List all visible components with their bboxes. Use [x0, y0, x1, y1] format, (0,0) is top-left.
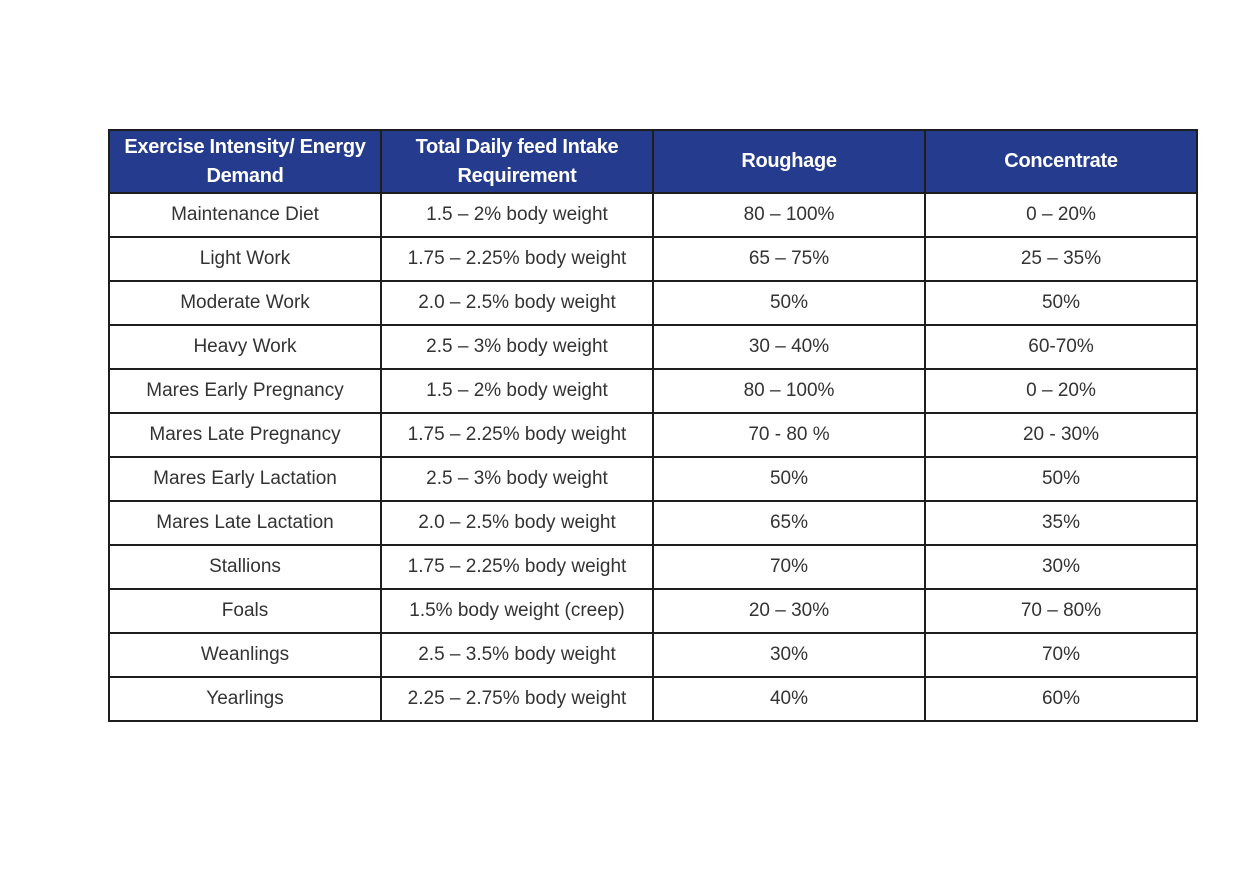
table-cell: Yearlings [108, 676, 382, 722]
header-cell: Exercise Intensity/ Energy Demand [108, 129, 382, 194]
table-cell: 2.5 – 3.5% body weight [380, 632, 654, 678]
table-cell: 20 - 30% [924, 412, 1198, 458]
table-cell: 50% [924, 280, 1198, 326]
table-cell: Maintenance Diet [108, 192, 382, 238]
table-cell: 1.5 – 2% body weight [380, 192, 654, 238]
table-cell: 1.75 – 2.25% body weight [380, 412, 654, 458]
table-cell: Mares Late Pregnancy [108, 412, 382, 458]
table-cell: 1.75 – 2.25% body weight [380, 544, 654, 590]
table-cell: 35% [924, 500, 1198, 546]
table-cell: 80 – 100% [652, 192, 926, 238]
table-cell: Weanlings [108, 632, 382, 678]
table-cell: 0 – 20% [924, 368, 1198, 414]
table-cell: 0 – 20% [924, 192, 1198, 238]
table-row: Stallions 1.75 – 2.25% body weight 70% 30% [108, 544, 1198, 590]
table-cell: 70% [652, 544, 926, 590]
table-wrapper: Exercise Intensity/ Energy Demand Total D… [108, 129, 1198, 722]
table-cell: 70 - 80 % [652, 412, 926, 458]
table-cell: 50% [652, 280, 926, 326]
table-cell: 30% [924, 544, 1198, 590]
table-cell: Foals [108, 588, 382, 634]
table-cell: 1.5 – 2% body weight [380, 368, 654, 414]
table-cell: Mares Late Lactation [108, 500, 382, 546]
table-cell: 80 – 100% [652, 368, 926, 414]
header-cell: Total Daily feed Intake Requirement [380, 129, 654, 194]
table-row: Mares Late Lactation 2.0 – 2.5% body weig… [108, 500, 1198, 546]
header-cell: Concentrate [924, 129, 1198, 194]
table-cell: Moderate Work [108, 280, 382, 326]
header-cell: Roughage [652, 129, 926, 194]
table-cell: 30% [652, 632, 926, 678]
table-cell: 20 – 30% [652, 588, 926, 634]
table-cell: 60% [924, 676, 1198, 722]
table-row: Yearlings 2.25 – 2.75% body weight 40% 60% [108, 676, 1198, 722]
table-cell: 2.5 – 3% body weight [380, 456, 654, 502]
table-row: Heavy Work 2.5 – 3% body weight 30 – 40% 60… [108, 324, 1198, 370]
table-row: Mares Late Pregnancy 1.75 – 2.25% body we… [108, 412, 1198, 458]
table-cell: 2.0 – 2.5% body weight [380, 500, 654, 546]
table-cell: 1.5% body weight (creep) [380, 588, 654, 634]
table-cell: Light Work [108, 236, 382, 282]
header-row: Exercise Intensity/ Energy Demand Total D… [108, 129, 1198, 194]
table-cell: 70% [924, 632, 1198, 678]
table-cell: Stallions [108, 544, 382, 590]
table-row: Weanlings 2.5 – 3.5% body weight 30% 70% [108, 632, 1198, 678]
table-row: Foals 1.5% body weight (creep) 20 – 30% 70 … [108, 588, 1198, 634]
table-cell: 30 – 40% [652, 324, 926, 370]
table-row: Light Work 1.75 – 2.25% body weight 65 – 7… [108, 236, 1198, 282]
table-cell: 2.0 – 2.5% body weight [380, 280, 654, 326]
table-cell: 70 – 80% [924, 588, 1198, 634]
table-row: Maintenance Diet 1.5 – 2% body weight 80 –… [108, 192, 1198, 238]
table-cell: 50% [652, 456, 926, 502]
table-row: Mares Early Pregnancy 1.5 – 2% body weigh… [108, 368, 1198, 414]
feed-table: Exercise Intensity/ Energy Demand Total D… [108, 129, 1198, 722]
table-cell: 2.5 – 3% body weight [380, 324, 654, 370]
table-cell: 50% [924, 456, 1198, 502]
table-cell: Mares Early Lactation [108, 456, 382, 502]
table-cell: 25 – 35% [924, 236, 1198, 282]
table-cell: Heavy Work [108, 324, 382, 370]
table-row: Moderate Work 2.0 – 2.5% body weight 50% 50… [108, 280, 1198, 326]
table-cell: 60-70% [924, 324, 1198, 370]
table-cell: 2.25 – 2.75% body weight [380, 676, 654, 722]
table-body: Maintenance Diet 1.5 – 2% body weight 80 –… [108, 192, 1198, 722]
table-cell: 65 – 75% [652, 236, 926, 282]
table-row: Mares Early Lactation 2.5 – 3% body weigh… [108, 456, 1198, 502]
table-cell: 1.75 – 2.25% body weight [380, 236, 654, 282]
table-cell: 65% [652, 500, 926, 546]
table-cell: 40% [652, 676, 926, 722]
table-cell: Mares Early Pregnancy [108, 368, 382, 414]
table-head: Exercise Intensity/ Energy Demand Total D… [108, 129, 1198, 194]
